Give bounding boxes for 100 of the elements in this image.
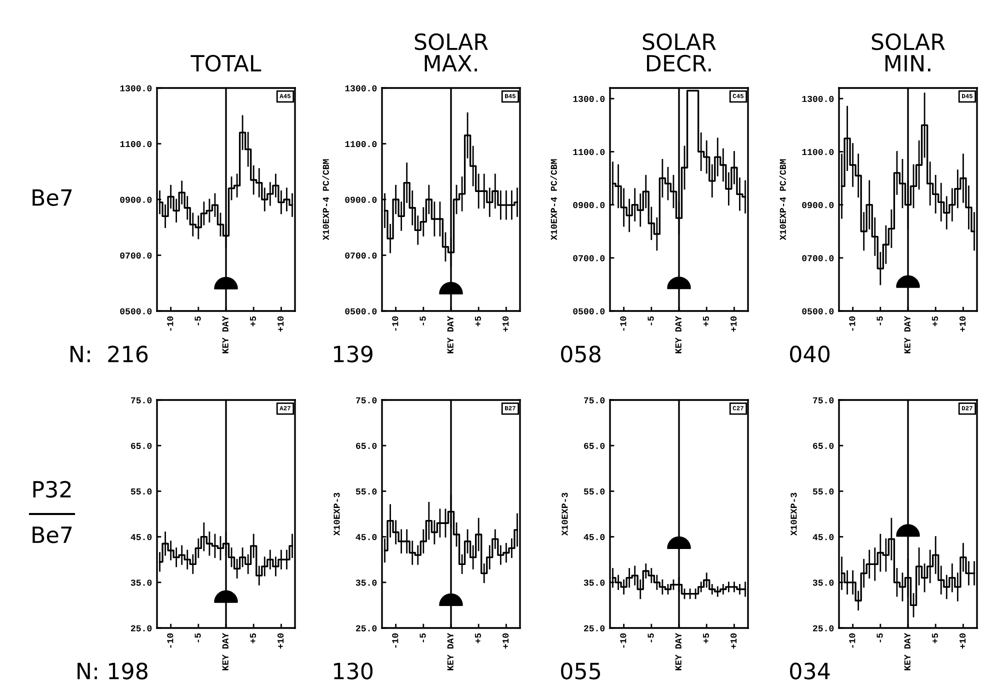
y-tick-label: 55.0 xyxy=(584,488,605,495)
text: 034 xyxy=(790,662,830,680)
y-tick-label: 0900.0 xyxy=(573,202,605,208)
x-tick-label: +5 xyxy=(932,316,938,326)
y-tick-label: 35.0 xyxy=(812,580,834,586)
y-tick-label: 35.0 xyxy=(356,580,377,586)
x-tick-label: +5 xyxy=(474,316,482,326)
x-tick-label: +10 xyxy=(277,316,284,332)
x-tick-label: +10 xyxy=(730,633,737,649)
text: P32 xyxy=(33,480,71,498)
y-tick-label: 45.0 xyxy=(812,534,834,540)
x-tick-label: KEY DAY xyxy=(447,632,454,670)
y-tick-label: 25.0 xyxy=(584,625,605,632)
x-tick-label: -5 xyxy=(876,633,883,642)
x-tick-label: -10 xyxy=(392,633,398,648)
text: N: 198 xyxy=(78,662,148,680)
x-tick-label: +10 xyxy=(730,316,737,332)
y-tick-label: 75.0 xyxy=(356,397,377,404)
text: 130 xyxy=(334,662,373,680)
y-tick-label: 1300.0 xyxy=(573,96,605,102)
y-tick-label: 0500.0 xyxy=(120,308,152,314)
text: 058 xyxy=(561,346,600,362)
y-tick-label: 75.0 xyxy=(131,397,152,404)
x-tick-label: -5 xyxy=(420,316,426,326)
chart-title: SOLAR MIN. xyxy=(872,33,945,72)
y-tick-label: 65.0 xyxy=(584,442,605,449)
x-tick-label: -10 xyxy=(167,633,174,648)
y-tick-label: 1300.0 xyxy=(802,96,834,102)
y-tick-label: 25.0 xyxy=(131,625,152,632)
x-tick-label: +10 xyxy=(502,633,509,649)
y-tick-label: 1100.0 xyxy=(345,140,377,148)
x-tick-label: KEY DAY xyxy=(675,632,682,670)
x-tick-label: -5 xyxy=(648,316,654,326)
y-tick-label: 45.0 xyxy=(130,534,152,540)
chart-title: SOLAR DECR. xyxy=(642,33,716,72)
x-tick-label: -10 xyxy=(620,633,626,648)
y-tick-label: 0500.0 xyxy=(345,308,377,314)
text: 139 xyxy=(334,346,372,362)
y-tick-label: 0900.0 xyxy=(345,196,377,203)
y-tick-label: 75.0 xyxy=(584,397,605,404)
x-tick-label: KEY DAY xyxy=(904,316,910,354)
y-tick-label: 55.0 xyxy=(356,488,377,495)
x-tick-label: -10 xyxy=(167,316,174,331)
y-tick-label: 65.0 xyxy=(356,442,377,449)
x-tick-label: +5 xyxy=(932,633,938,644)
y-tick-label: 0700.0 xyxy=(573,255,605,262)
y-tick-label: 0700.0 xyxy=(802,255,834,262)
x-tick-label: KEY DAY xyxy=(222,316,228,354)
x-tick-label: -5 xyxy=(876,316,883,326)
x-tick-label: +10 xyxy=(277,633,284,649)
y-tick-label: 45.0 xyxy=(356,534,377,540)
x-tick-label: -10 xyxy=(849,633,856,648)
y-tick-label: 65.0 xyxy=(131,442,152,449)
y-tick-label: 55.0 xyxy=(130,488,152,495)
x-tick-label: KEY DAY xyxy=(222,632,228,670)
y-tick-label: 1100.0 xyxy=(120,140,152,148)
y-tick-label: 75.0 xyxy=(813,397,834,404)
y-tick-label: 1300.0 xyxy=(120,85,152,92)
y-tick-label: 35.0 xyxy=(130,580,152,586)
x-tick-label: +5 xyxy=(474,633,482,644)
y-tick-label: 55.0 xyxy=(812,488,834,495)
x-tick-label: -5 xyxy=(194,633,201,642)
y-tick-label: 0900.0 xyxy=(802,202,834,208)
y-tick-label: 0500.0 xyxy=(573,308,605,314)
y-tick-label: 1100.0 xyxy=(573,148,605,156)
text: N: 216 xyxy=(70,346,148,362)
x-tick-label: -10 xyxy=(620,316,626,331)
x-tick-label: KEY DAY xyxy=(675,316,682,354)
x-tick-label: +5 xyxy=(702,633,710,644)
x-tick-label: -5 xyxy=(194,316,201,326)
y-tick-label: 0700.0 xyxy=(345,252,377,259)
y-tick-label: 1300.0 xyxy=(345,85,377,92)
chart-title: SOLAR MAX. xyxy=(414,33,488,72)
y-tick-label: 1100.0 xyxy=(802,148,834,156)
y-axis-title: X10EXP-3 xyxy=(790,492,797,536)
text: 040 xyxy=(790,346,830,362)
y-tick-label: 0900.0 xyxy=(120,196,152,203)
x-tick-label: KEY DAY xyxy=(447,316,454,354)
y-tick-label: 25.0 xyxy=(813,625,834,632)
x-tick-label: +5 xyxy=(702,316,710,326)
x-tick-label: +10 xyxy=(959,316,966,332)
y-axis-title: X10EXP-4 PC/CBM xyxy=(550,159,557,240)
x-tick-label: -5 xyxy=(420,633,426,642)
y-tick-label: 25.0 xyxy=(356,625,377,632)
y-tick-label: 0700.0 xyxy=(120,252,152,259)
y-axis-title: X10EXP-3 xyxy=(334,492,340,536)
text: 055 xyxy=(561,662,600,680)
text: Be7 xyxy=(32,526,72,544)
y-axis-title: X10EXP-3 xyxy=(562,492,568,536)
x-tick-label: +5 xyxy=(250,316,256,326)
x-tick-label: -10 xyxy=(392,316,398,331)
chart-title: TOTAL xyxy=(190,54,262,72)
text: Be7 xyxy=(32,189,72,206)
x-tick-label: KEY DAY xyxy=(904,632,910,670)
x-tick-label: +10 xyxy=(959,633,966,649)
y-tick-label: 35.0 xyxy=(584,580,605,586)
y-tick-label: 45.0 xyxy=(584,534,605,540)
y-tick-label: 65.0 xyxy=(813,442,834,449)
y-axis-title: X10EXP-4 PC/CBM xyxy=(779,159,786,240)
y-axis-title: X10EXP-4 PC/CBM xyxy=(322,159,329,240)
